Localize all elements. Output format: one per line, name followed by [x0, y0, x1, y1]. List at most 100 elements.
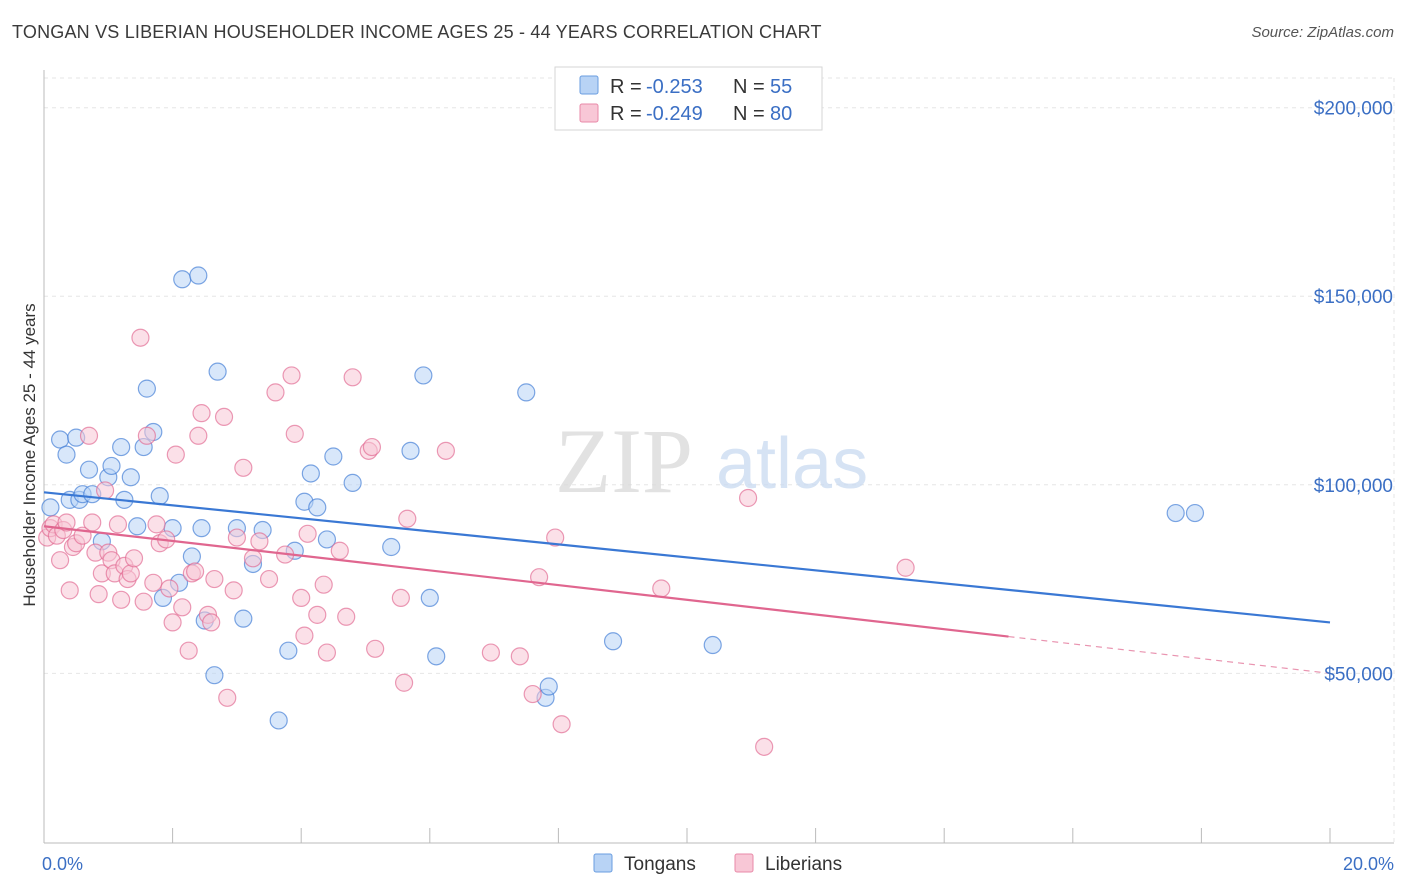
data-point-tongans — [41, 498, 60, 517]
data-point-tongans — [192, 519, 211, 538]
data-point-liberians — [173, 598, 192, 617]
data-point-liberians — [57, 513, 76, 532]
data-point-tongans — [539, 677, 558, 696]
data-point-tongans — [173, 270, 192, 289]
data-point-liberians — [89, 585, 108, 604]
data-point-liberians — [523, 684, 542, 704]
data-point-liberians — [227, 528, 246, 547]
data-point-liberians — [317, 643, 337, 662]
data-point-liberians — [510, 647, 529, 666]
data-point-liberians — [224, 581, 243, 600]
data-point-tongans — [1185, 503, 1205, 523]
trend-line-extension-liberians — [1008, 635, 1331, 674]
data-point-tongans — [205, 666, 224, 685]
data-point-liberians — [83, 513, 102, 532]
data-point-liberians — [166, 445, 185, 464]
data-point-liberians — [134, 592, 153, 611]
data-point-tongans — [234, 609, 253, 628]
data-point-tongans — [603, 632, 623, 651]
data-point-liberians — [292, 588, 311, 608]
data-point-tongans — [57, 445, 76, 464]
series-liberians — [38, 328, 915, 756]
x-tick-label-max: 20.0% — [1343, 854, 1394, 874]
axes — [43, 70, 1394, 844]
data-point-liberians — [896, 558, 915, 577]
trend-line-tongans — [43, 491, 1331, 624]
bottom-legend-label-tongans: Tongans — [624, 854, 696, 875]
data-point-tongans — [79, 460, 99, 479]
data-point-tongans — [150, 486, 169, 506]
data-point-liberians — [124, 549, 144, 568]
watermark-atlas: atlas — [716, 424, 868, 504]
watermark-zip: ZIP — [555, 410, 693, 512]
chart-title: TONGAN VS LIBERIAN HOUSEHOLDER INCOME AG… — [12, 22, 822, 42]
legend-r-value-liberians: -0.249 — [646, 103, 703, 125]
legend-swatch-liberians — [579, 103, 599, 123]
data-point-tongans — [50, 430, 70, 449]
legend-box — [554, 66, 823, 131]
data-point-tongans — [401, 441, 420, 460]
data-point-liberians — [362, 437, 382, 457]
correlation-legend: R = -0.253 N = 55 R = -0.249 N = 80 — [554, 66, 823, 131]
data-point-liberians — [137, 426, 156, 445]
data-point-liberians — [436, 441, 455, 460]
data-point-liberians — [108, 515, 128, 534]
data-point-liberians — [192, 404, 211, 423]
data-point-liberians — [481, 643, 500, 662]
data-point-liberians — [214, 407, 234, 427]
data-point-liberians — [234, 458, 253, 477]
data-point-liberians — [79, 426, 99, 445]
data-point-tongans — [121, 468, 140, 487]
x-tick-label-min: 0.0% — [42, 854, 83, 874]
legend-n-value-tongans: 55 — [770, 76, 792, 98]
data-point-tongans — [317, 530, 337, 549]
legend-n-label-tongans: N = — [733, 76, 770, 98]
legend-swatch-tongans — [579, 75, 599, 95]
data-point-tongans — [182, 547, 201, 566]
data-point-liberians — [295, 626, 314, 645]
data-point-liberians — [112, 590, 131, 609]
legend-r-value-tongans: -0.253 — [646, 76, 703, 98]
data-point-tongans — [269, 711, 288, 730]
data-point-liberians — [163, 613, 182, 632]
watermark: ZIP atlas — [555, 410, 868, 512]
data-point-liberians — [160, 579, 179, 598]
data-point-liberians — [205, 569, 224, 589]
data-point-tongans — [517, 383, 536, 402]
data-point-liberians — [250, 532, 269, 551]
data-point-liberians — [738, 488, 758, 508]
data-point-liberians — [50, 551, 70, 570]
data-point-liberians — [343, 368, 362, 387]
data-point-tongans — [1166, 503, 1185, 523]
data-point-liberians — [218, 688, 237, 707]
data-point-liberians — [308, 605, 327, 624]
data-point-liberians — [298, 524, 317, 543]
data-point-tongans — [112, 437, 131, 457]
trend-lines — [43, 491, 1331, 674]
data-point-tongans — [208, 362, 227, 381]
data-point-liberians — [398, 509, 417, 528]
data-point-tongans — [427, 647, 446, 666]
data-point-liberians — [95, 481, 115, 500]
data-point-tongans — [414, 366, 433, 385]
data-point-liberians — [652, 579, 671, 598]
y-tick-label: $200,000 — [1314, 99, 1393, 120]
data-point-tongans — [279, 641, 298, 660]
y-tick-label: $100,000 — [1314, 476, 1393, 497]
trend-line-liberians — [43, 525, 1009, 638]
data-point-tongans — [301, 464, 320, 483]
data-point-liberians — [391, 588, 410, 608]
data-point-liberians — [755, 737, 774, 756]
data-point-liberians — [259, 569, 279, 589]
data-point-liberians — [394, 673, 414, 692]
chart-source: Source: ZipAtlas.com — [1251, 24, 1394, 41]
y-tick-label: $50,000 — [1324, 664, 1393, 685]
data-point-liberians — [546, 528, 565, 547]
data-point-tongans — [137, 379, 156, 398]
data-point-liberians — [147, 515, 166, 534]
data-point-liberians — [60, 581, 79, 600]
data-point-liberians — [144, 573, 163, 592]
data-point-liberians — [366, 639, 385, 658]
data-point-liberians — [282, 366, 301, 385]
